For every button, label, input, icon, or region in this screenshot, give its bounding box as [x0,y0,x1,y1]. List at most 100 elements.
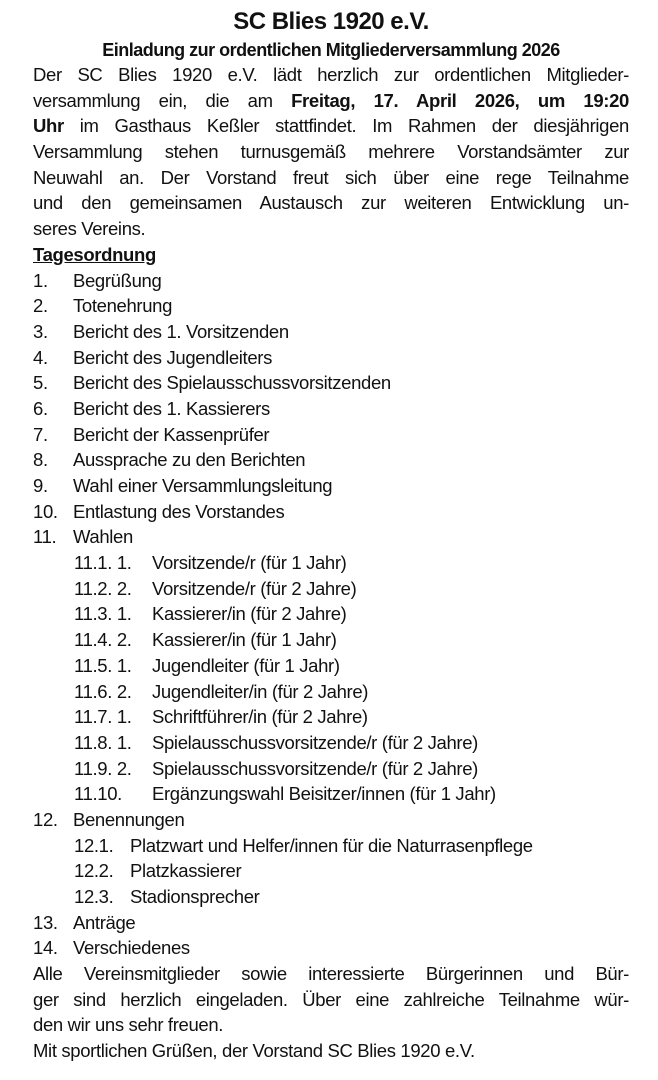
agenda-item-number: 11.9. 2. [74,757,132,779]
agenda-item-number: 3. [33,320,48,342]
agenda-item-text: Jugendleiter (für 1 Jahr) [152,654,340,676]
agenda-item: 13. Anträge [33,910,629,936]
agenda-item-number: 6. [33,397,48,419]
agenda-item-text: Totenehrung [73,295,173,317]
agenda-item: 9. Wahl einer Versammlungsleitung [33,473,629,499]
agenda-item-number: 11.6. 2. [74,680,132,702]
agenda-item-text: Anträge [73,911,136,933]
agenda-item: 6. Bericht des 1. Kassierers [33,396,629,422]
closing-line: ger sind herzlich eingeladen. Über eine … [33,988,629,1010]
agenda-item-text: Platzkassierer [130,860,242,882]
agenda-item-number: 11.5. 1. [74,654,132,676]
intro-text: und den gemeinsamen Austausch zur weiter… [33,192,629,214]
agenda-item: 10. Entlastung des Vorstandes [33,499,629,525]
agenda-item-number: 12.2. [74,860,114,882]
agenda-item-number: 11.8. 1. [74,731,132,753]
closing-line: den wir uns sehr freuen. [33,1014,224,1036]
agenda-item-number: 12. [33,808,58,830]
agenda-item-text: Benennungen [73,808,185,830]
agenda-item-number: 11.2. 2. [74,577,132,599]
agenda-item-text: Ergänzungswahl Beisitzer/innen (für 1 Ja… [152,783,496,805]
intro-line: seres Vereins. [33,216,629,242]
agenda-item-text: Aussprache zu den Berichten [73,449,306,471]
agenda-item: 11.4. 2. Kassierer/in (für 1 Jahr) [33,627,629,653]
agenda-item-text: Bericht des 1. Vorsitzenden [73,320,289,342]
agenda-item: 8. Aussprache zu den Berichten [33,447,629,473]
agenda-item-text: Platzwart und Helfer/innen für die Natur… [130,834,533,856]
signature-line: Mit sportlichen Grüßen, der Vorstand SC … [33,1040,475,1062]
agenda-item-number: 11.3. 1. [74,603,132,625]
agenda-item-number: 11.7. 1. [74,706,132,728]
intro-line: Versammlung stehen turnusgemäß mehrere V… [33,139,629,165]
agenda-item-number: 10. [33,500,58,522]
intro-text: Neuwahl an. Der Vorstand freut sich über… [33,166,629,188]
agenda-item-text: Stadionsprecher [130,886,260,907]
agenda-item-text: Wahlen [73,526,133,548]
agenda-item: 12.2. Platzkassierer [33,858,629,884]
agenda-item-number: 12.3. [74,886,114,907]
agenda-item-number: 5. [33,372,48,394]
agenda-item-number: 8. [33,449,48,471]
agenda-item: 11.2. 2. Vorsitzende/r (für 2 Jahre) [33,576,629,602]
agenda-item: 11.6. 2. Jugendleiter/in (für 2 Jahre) [33,679,629,705]
agenda-item: 11. Wahlen [33,524,629,550]
agenda-item: 11.10. Ergänzungswahl Beisitzer/innen (fü… [33,781,629,807]
intro-line: und den gemeinsamen Austausch zur weiter… [33,190,629,216]
agenda-item: 11.7. 1. Schriftführer/in (für 2 Jahre) [33,704,629,730]
intro-text: im Gasthaus Keßler stattfindet. Im Rahme… [63,115,629,137]
agenda-item-number: 11.4. 2. [74,629,132,651]
intro-text: Der SC Blies 1920 e.V. lädt herzlich zur… [33,64,629,85]
agenda-item: 11.3. 1. Kassierer/in (für 2 Jahre) [33,601,629,627]
agenda-item: 2. Totenehrung [33,293,629,319]
meeting-time-suffix: Uhr [33,115,64,137]
intro-line: Neuwahl an. Der Vorstand freut sich über… [33,165,629,191]
agenda-item-text: Bericht des Jugendleiters [73,346,272,368]
agenda-item-number: 12.1. [74,834,114,856]
agenda-item: 14. Verschiedenes [33,935,629,961]
intro-line: versammlung ein, die am Freitag, 17. Apr… [33,88,629,114]
invitation-document: SC Blies 1920 e.V. Einladung zur ordentl… [33,6,629,1064]
closing-line: Alle Vereinsmitglieder sowie interessier… [33,963,629,985]
agenda-item: 11.8. 1. Spielausschussvorsitzende/r (für… [33,730,629,756]
intro-line: Der SC Blies 1920 e.V. lädt herzlich zur… [33,62,629,88]
agenda-item-text: Spielausschussvorsitzende/r (für 2 Jahre… [152,731,478,753]
agenda-item-text: Bericht des Spielausschussvorsitzenden [73,372,391,394]
agenda-item-text: Entlastung des Vorstandes [73,500,285,522]
agenda-item-number: 7. [33,423,48,445]
agenda-item-text: Kassierer/in (für 1 Jahr) [152,629,337,651]
intro-text: versammlung ein, die am [33,89,292,111]
agenda-item: 1. Begrüßung [33,268,629,294]
agenda-item-number: 1. [33,269,48,291]
agenda-item-number: 9. [33,475,48,496]
agenda-item-number: 4. [33,346,48,368]
agenda-item: 5. Bericht des Spielausschussvorsitzenden [33,370,629,396]
agenda-item-number: 14. [33,937,58,959]
agenda-item-text: Wahl einer Versammlungsleitung [73,475,333,496]
agenda-item: 3. Bericht des 1. Vorsitzenden [33,319,629,345]
agenda-item-number: 2. [33,295,48,317]
agenda-item-text: Vorsitzende/r (für 1 Jahr) [152,552,347,574]
agenda-item-text: Kassierer/in (für 2 Jahre) [152,603,347,625]
invitation-subtitle: Einladung zur ordentlichen Mitgliederver… [102,40,560,60]
agenda-item-number: 11. [33,526,57,548]
agenda-item: 11.1. 1. Vorsitzende/r (für 1 Jahr) [33,550,629,576]
agenda-list: 1. Begrüßung 2. Totenehrung 3. Bericht des 1.… [33,268,629,962]
agenda-heading: Tagesordnung [33,243,156,265]
intro-text: Versammlung stehen turnusgemäß mehrere V… [33,141,629,163]
agenda-item-text: Bericht der Kassenprüfer [73,423,270,445]
agenda-item-text: Bericht des 1. Kassierers [73,397,270,419]
meeting-date: Freitag, 17. April 2026, um 19:20 [291,89,629,111]
agenda-item: 12.1. Platzwart und Helfer/innen für die … [33,833,629,859]
agenda-item: 12.3. Stadionsprecher [33,884,629,910]
intro-text: seres Vereins. [33,218,146,240]
intro-paragraph: Der SC Blies 1920 e.V. lädt herzlich zur… [33,62,629,242]
agenda-item-text: Spielausschussvorsitzende/r (für 2 Jahre… [152,757,478,779]
closing-paragraph: Alle Vereinsmitglieder sowie interessier… [33,961,629,1064]
agenda-item-number: 11.10. [74,783,122,805]
agenda-item-text: Begrüßung [73,269,162,291]
agenda-item-text: Schriftführer/in (für 2 Jahre) [152,706,368,728]
agenda-item-text: Vorsitzende/r (für 2 Jahre) [152,577,357,599]
agenda-item-number: 13. [33,911,58,933]
agenda-item: 11.9. 2. Spielausschussvorsitzende/r (für… [33,756,629,782]
agenda-item: 12. Benennungen [33,807,629,833]
